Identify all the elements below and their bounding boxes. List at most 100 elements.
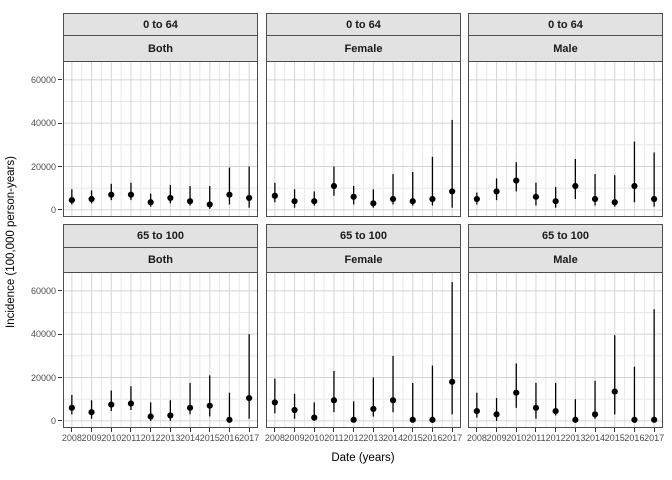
data-point (532, 404, 540, 411)
y-tick-label: 60000 (30, 74, 56, 85)
x-tick-label: 2012 (545, 433, 566, 443)
data-point (206, 201, 213, 208)
y-tick-label: 0 (50, 204, 56, 215)
data-point (88, 195, 95, 203)
x-tick-label: 2016 (624, 433, 645, 443)
panel-canvas (266, 61, 461, 217)
x-tick-mark (451, 428, 453, 432)
y-tick-label: 60000 (30, 285, 56, 296)
panel-border (468, 272, 663, 428)
x-tick-mark (353, 428, 355, 432)
y-tick-label: 0 (50, 415, 56, 426)
x-tick-mark (614, 428, 616, 432)
panel-plot (63, 61, 258, 217)
data-point (147, 413, 154, 420)
x-tick-label: 2012 (343, 433, 364, 443)
data-point (271, 399, 278, 406)
facet-strip-age-group: 0 to 64 (468, 13, 663, 36)
facet-strip-age-group: 65 to 100 (266, 224, 461, 248)
x-tick-label: 2008 (264, 433, 285, 443)
data-point (330, 182, 338, 190)
y-tick-mark (58, 290, 62, 292)
facet-strip-sex: Female (266, 248, 461, 272)
x-tick-mark (535, 428, 537, 432)
panel-border (63, 272, 258, 428)
x-tick-label: 2017 (442, 433, 463, 443)
data-point (493, 188, 500, 195)
data-point (429, 195, 436, 203)
facet-strip-sex: Male (468, 36, 663, 61)
x-tick-mark (333, 428, 335, 432)
panel-plot (266, 61, 461, 217)
facet-strip-sex: Male (468, 248, 663, 272)
data-point (226, 191, 233, 198)
x-tick-label: 2011 (324, 433, 344, 443)
data-point (651, 195, 658, 203)
data-point (409, 198, 416, 205)
y-tick-label: 20000 (30, 161, 56, 172)
x-tick-label: 2008 (61, 433, 82, 443)
data-point (611, 388, 618, 395)
data-point (186, 198, 194, 205)
data-point (311, 414, 318, 421)
data-point (108, 191, 115, 198)
y-tick-label: 40000 (30, 118, 56, 129)
data-point (311, 198, 318, 205)
panel-canvas (266, 272, 461, 428)
x-tick-label: 2017 (239, 433, 260, 443)
x-tick-mark (91, 428, 93, 432)
panel-border (468, 61, 663, 217)
x-tick-label: 2015 (199, 433, 220, 443)
data-point (167, 194, 174, 202)
x-tick-label: 2012 (140, 433, 161, 443)
facet-strip-age-group: 65 to 100 (63, 224, 258, 248)
x-tick-mark (228, 428, 230, 432)
x-tick-mark (653, 428, 655, 432)
y-tick-mark (58, 209, 62, 211)
facet-strip-sex: Both (63, 36, 258, 61)
x-tick-mark (130, 428, 132, 432)
x-tick-label: 2016 (219, 433, 240, 443)
x-tick-mark (274, 428, 276, 432)
data-point (246, 194, 253, 202)
data-point (513, 177, 520, 184)
x-tick-mark (431, 428, 433, 432)
data-point (271, 192, 278, 199)
data-point (611, 199, 618, 206)
data-point (473, 195, 480, 203)
data-point (147, 199, 154, 206)
data-point (350, 193, 357, 200)
x-tick-mark (294, 428, 296, 432)
data-point (88, 409, 95, 416)
data-point (429, 416, 436, 423)
panel-canvas (468, 61, 663, 217)
data-point (473, 408, 480, 415)
y-tick-mark (58, 420, 62, 422)
panel-plot (468, 272, 663, 428)
x-tick-mark (515, 428, 517, 432)
data-point (572, 182, 579, 190)
panel-plot (63, 272, 258, 428)
facet-strip-sex: Female (266, 36, 461, 61)
y-tick-mark (58, 333, 62, 335)
panel-plot (468, 61, 663, 217)
x-axis-title: Date (years) (331, 452, 395, 464)
x-tick-mark (476, 428, 478, 432)
data-point (493, 411, 500, 418)
x-tick-label: 2014 (585, 433, 606, 443)
y-tick-mark (58, 166, 62, 168)
data-point (350, 416, 357, 423)
x-tick-label: 2008 (466, 433, 487, 443)
data-point (226, 416, 233, 423)
x-tick-label: 2010 (101, 433, 122, 443)
panel-border (266, 272, 461, 428)
panel-canvas (468, 272, 663, 428)
data-point (631, 416, 638, 423)
x-tick-mark (594, 428, 596, 432)
data-point (370, 405, 377, 413)
x-tick-mark (189, 428, 191, 432)
data-point (572, 416, 579, 423)
data-point (108, 401, 115, 408)
data-point (591, 195, 599, 203)
